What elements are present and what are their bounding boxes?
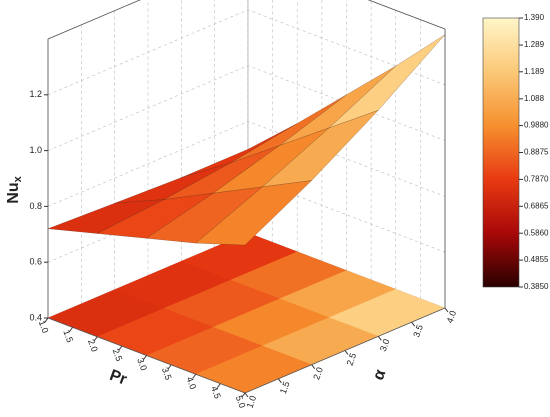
colorbar-tick-label: 1.289 — [524, 40, 545, 49]
colorbar-tick-label: 0.4855 — [524, 255, 549, 264]
colorbar-tick-label: 0.3850 — [524, 282, 549, 291]
colorbar-tick-label: 1.088 — [524, 94, 545, 103]
grid-line — [47, 121, 446, 207]
x-tick — [143, 355, 147, 360]
x-tick-label: 4.5 — [209, 385, 223, 400]
x-axis-title: Pr — [107, 367, 129, 389]
colorbar-tick-label: 0.9880 — [524, 121, 549, 130]
y-tick-label: 2.0 — [311, 366, 325, 381]
colorbar — [482, 17, 520, 288]
y-tick-label: 3.0 — [378, 338, 392, 353]
axes: 0.4 0.6 0.8 1.0 1.2 1.0 1.5 2.0 2.5 3.0 3.5 4.0 4.5 5… — [29, 0, 458, 409]
colorbar-tick-label: 1.390 — [524, 13, 545, 22]
x-tick-label: 3.0 — [135, 357, 149, 372]
x-tick — [69, 327, 74, 332]
y-tick-label: 3.5 — [411, 323, 425, 338]
y-tick-label: 1.5 — [278, 380, 292, 395]
z-axis-title: Nux — [5, 175, 24, 203]
y-tick — [344, 350, 349, 355]
axis-line — [367, 0, 446, 30]
y-tick — [244, 392, 249, 398]
y-tick — [311, 364, 316, 369]
colorbar-tick-label: 0.7870 — [524, 175, 549, 184]
x-tick — [192, 373, 197, 379]
y-tick — [411, 321, 416, 327]
x-tick-label: 2.0 — [86, 338, 100, 353]
colorbar-ticks: 0.3850 0.4855 0.5860 0.6865 0.7870 0.8875 0.98… — [519, 13, 549, 291]
z-tick-label: 0.4 — [29, 312, 42, 322]
x-tick-label: 4.0 — [184, 375, 198, 390]
y-tick-label: 1.0 — [245, 394, 259, 409]
axis-line — [47, 0, 141, 40]
x-tick — [93, 336, 98, 342]
x-tick — [118, 345, 123, 351]
surface — [47, 34, 446, 246]
x-tick — [241, 392, 246, 398]
x-tick-label: 1.0 — [37, 319, 51, 334]
x-tick — [216, 383, 221, 388]
colorbar-tick-label: 1.189 — [524, 67, 545, 76]
grid-line — [47, 65, 446, 151]
z-axis-title-main: Nu — [5, 182, 22, 203]
x-tick-label: 1.5 — [61, 329, 75, 344]
y-tick — [277, 378, 282, 384]
y-axis-title: α — [370, 367, 389, 382]
z-tick-label: 0.6 — [29, 257, 42, 267]
colorbar-tick-label: 0.6865 — [524, 201, 549, 210]
surface-cell — [195, 180, 313, 246]
x-tick-label: 5.0 — [234, 394, 248, 409]
z-tick-label: 0.8 — [29, 201, 42, 211]
z-tick-label: 1.0 — [29, 145, 42, 155]
y-tick — [444, 307, 449, 313]
x-tick — [167, 364, 172, 370]
y-tick — [377, 336, 382, 341]
colorbar-tick-label: 0.8875 — [524, 148, 549, 157]
colorbar-tick-label: 0.5860 — [524, 228, 549, 237]
x-tick — [44, 317, 49, 323]
z-axis-title-sub: x — [12, 175, 24, 182]
y-tick-label: 4.0 — [445, 309, 459, 324]
x-tick-label: 2.5 — [111, 347, 125, 362]
z-tick-label: 1.2 — [29, 89, 42, 99]
x-tick-label: 3.5 — [160, 366, 174, 381]
floor-projection — [47, 232, 446, 394]
y-tick-label: 2.5 — [345, 352, 359, 367]
